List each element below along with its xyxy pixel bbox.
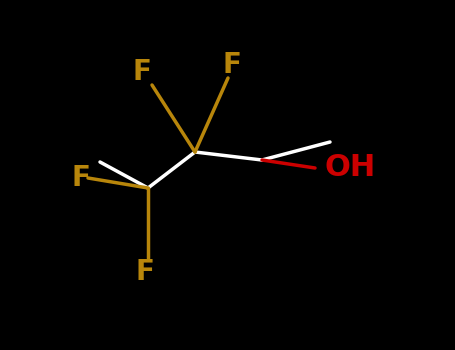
- Text: F: F: [72, 164, 91, 192]
- Text: F: F: [222, 51, 242, 79]
- Text: F: F: [136, 258, 154, 286]
- Text: F: F: [132, 58, 152, 86]
- Text: OH: OH: [324, 154, 375, 182]
